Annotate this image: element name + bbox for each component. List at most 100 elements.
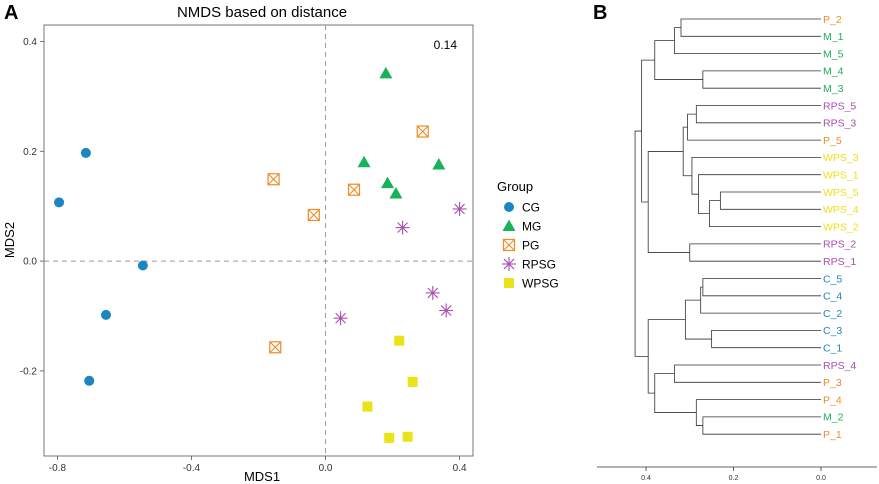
x-tick-label: -0.8 bbox=[49, 463, 67, 474]
leaf-label: M_3 bbox=[823, 83, 844, 95]
legend-label-cg: CG bbox=[522, 201, 540, 215]
dendrogram-axis: 0.4 0.2 0.0 bbox=[597, 466, 877, 482]
leaf-label: C_5 bbox=[823, 273, 842, 285]
dendrogram-branch bbox=[702, 416, 821, 435]
leaf-label: RPS_2 bbox=[823, 239, 856, 251]
dendrogram-branch bbox=[687, 113, 821, 141]
dendrogram-branch bbox=[695, 399, 821, 426]
point-wpsg bbox=[402, 431, 413, 442]
leaf-label: M_2 bbox=[823, 412, 844, 424]
dendrogram-branch bbox=[674, 27, 821, 54]
x-axis-label: MDS1 bbox=[244, 469, 280, 484]
plot-frame bbox=[43, 24, 474, 457]
dendrogram-branch bbox=[719, 191, 821, 210]
point-wpsg bbox=[384, 432, 395, 443]
point-mg bbox=[379, 66, 393, 79]
dendrogram-branch bbox=[695, 105, 821, 124]
point-pg bbox=[269, 341, 282, 354]
point-rpsg bbox=[452, 201, 467, 216]
leaf-label: WPS_3 bbox=[823, 152, 859, 164]
scatter-layer: -0.8 -0.4 0.0 0.4 -0.2 0.0 0.2 0.4 bbox=[20, 25, 473, 474]
point-wpsg bbox=[407, 376, 418, 387]
leaf-label: WPS_5 bbox=[823, 187, 859, 199]
point-cg bbox=[54, 197, 65, 208]
legend-key-pg bbox=[502, 238, 516, 252]
legend-label-rpsg: RPSG bbox=[522, 258, 556, 272]
legend-key-cg bbox=[504, 202, 514, 212]
leaf-label: WPS_4 bbox=[823, 204, 859, 216]
dendrogram-branch bbox=[684, 299, 712, 340]
dendrogram-branch bbox=[654, 373, 697, 413]
dendrogram-branch bbox=[680, 18, 821, 37]
dendrogram-tick-label: 0.2 bbox=[729, 475, 739, 482]
stress-annotation: 0.14 bbox=[434, 38, 458, 52]
dendrogram-branch bbox=[709, 200, 821, 227]
leaf-label: C_3 bbox=[823, 325, 842, 337]
dendrogram-branch bbox=[682, 126, 692, 177]
point-rpsg bbox=[333, 311, 348, 326]
dendrogram-branch bbox=[702, 278, 821, 297]
dendrogram-branch bbox=[647, 151, 690, 253]
x-tick-label: 0.4 bbox=[453, 463, 467, 474]
leaf-label: RPS_5 bbox=[823, 100, 856, 112]
leaf-label: C_1 bbox=[823, 343, 842, 355]
legend-label-pg: PG bbox=[522, 239, 539, 253]
chart-title: NMDS based on distance bbox=[177, 4, 347, 21]
y-tick-label: -0.2 bbox=[20, 366, 38, 377]
leaf-label: RPS_3 bbox=[823, 118, 856, 130]
dendrogram-branch bbox=[674, 364, 821, 383]
dendrogram-branch bbox=[711, 330, 821, 349]
y-tick-label: 0.4 bbox=[23, 37, 37, 48]
leaf-label: M_4 bbox=[823, 66, 844, 78]
point-mg bbox=[357, 155, 371, 168]
legend-label-mg: MG bbox=[522, 220, 541, 234]
legend-title: Group bbox=[497, 179, 533, 194]
point-rpsg bbox=[425, 285, 440, 300]
dendrogram-branch bbox=[647, 319, 686, 394]
panel-label-b: B bbox=[593, 2, 607, 24]
point-mg bbox=[432, 157, 446, 170]
legend-key-wpsg bbox=[504, 278, 514, 288]
point-cg bbox=[137, 260, 148, 271]
point-cg bbox=[101, 309, 112, 320]
dendrogram-tick-label: 0.4 bbox=[641, 475, 651, 482]
leaf-label: C_4 bbox=[823, 291, 842, 303]
leaf-label: P_5 bbox=[823, 135, 842, 147]
leaf-label: P_4 bbox=[823, 394, 842, 406]
point-wpsg bbox=[362, 401, 373, 412]
point-cg bbox=[80, 147, 91, 158]
point-mg bbox=[381, 176, 395, 189]
point-rpsg bbox=[439, 303, 454, 318]
dendrogram-branch bbox=[634, 130, 649, 357]
point-pg bbox=[267, 173, 280, 186]
dendrogram-branch bbox=[654, 40, 703, 80]
leaf-label: RPS_1 bbox=[823, 256, 856, 268]
dendrogram-branch bbox=[691, 157, 821, 195]
dendrogram: P_2 M_1 M_5 M_4 M_3 RPS_5 RPS_3 P_5 WPS_3 WPS_1 WP… bbox=[634, 14, 859, 441]
legend-key-mg bbox=[502, 219, 516, 231]
dendrogram-branch bbox=[689, 243, 821, 262]
leaf-label: RPS_4 bbox=[823, 360, 856, 372]
legend-key-rpsg bbox=[502, 257, 516, 271]
leaf-label: M_1 bbox=[823, 31, 844, 43]
leaf-label: WPS_1 bbox=[823, 170, 859, 182]
y-tick-label: 0.0 bbox=[23, 257, 37, 268]
leaf-label: P_3 bbox=[823, 377, 842, 389]
leaf-label: C_2 bbox=[823, 308, 842, 320]
leaf-label: WPS_2 bbox=[823, 221, 859, 233]
dendrogram-branch bbox=[698, 174, 821, 215]
panel-label-a: A bbox=[4, 2, 18, 24]
legend-label-wpsg: WPSG bbox=[522, 277, 559, 291]
y-tick-label: 0.2 bbox=[23, 147, 37, 158]
dendrogram-branch bbox=[702, 70, 821, 89]
legend: Group CG MG PG RPSG WPSG bbox=[497, 179, 559, 291]
point-pg bbox=[416, 125, 429, 138]
dendrogram-tick-label: 0.0 bbox=[816, 475, 826, 482]
dendrogram-branch bbox=[700, 286, 821, 314]
point-wpsg bbox=[394, 335, 405, 346]
point-cg bbox=[84, 375, 95, 386]
leaf-label: P_2 bbox=[823, 14, 842, 26]
point-pg bbox=[347, 183, 361, 196]
point-mg bbox=[389, 187, 403, 199]
